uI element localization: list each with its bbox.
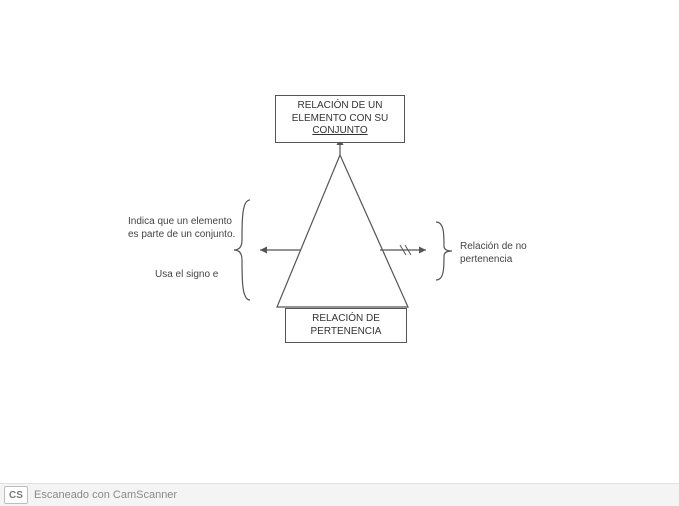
right-note-line2: pertenencia — [460, 253, 527, 266]
top-box-line2: ELEMENTO CON SU — [282, 113, 398, 126]
left-note-2: Usa el signo e — [155, 268, 218, 281]
left-note-1b: es parte de un conjunto. — [128, 228, 243, 241]
camscanner-badge: CS — [4, 486, 28, 504]
bottom-box: RELACIÓN DE PERTENENCIA — [285, 308, 407, 343]
right-note: Relación de no pertenencia — [460, 240, 527, 266]
footer-bar: CS Escaneado con CamScanner — [0, 483, 679, 506]
left-note-1a: Indica que un elemento — [128, 215, 243, 228]
top-box-line1: RELACIÓN DE UN — [282, 100, 398, 113]
right-note-line1: Relación de no — [460, 240, 527, 253]
left-note-2-text: Usa el signo e — [155, 269, 218, 280]
triangle — [277, 155, 408, 307]
brace-right — [436, 222, 452, 280]
top-box-line3: CONJUNTO — [282, 125, 398, 138]
left-note-1: Indica que un elemento es parte de un co… — [128, 215, 243, 241]
bottom-box-line2: PERTENENCIA — [292, 326, 400, 339]
diagram-svg — [0, 0, 679, 506]
footer-text: Escaneado con CamScanner — [34, 489, 177, 501]
top-box: RELACIÓN DE UN ELEMENTO CON SU CONJUNTO — [275, 95, 405, 143]
bottom-box-line1: RELACIÓN DE — [292, 313, 400, 326]
